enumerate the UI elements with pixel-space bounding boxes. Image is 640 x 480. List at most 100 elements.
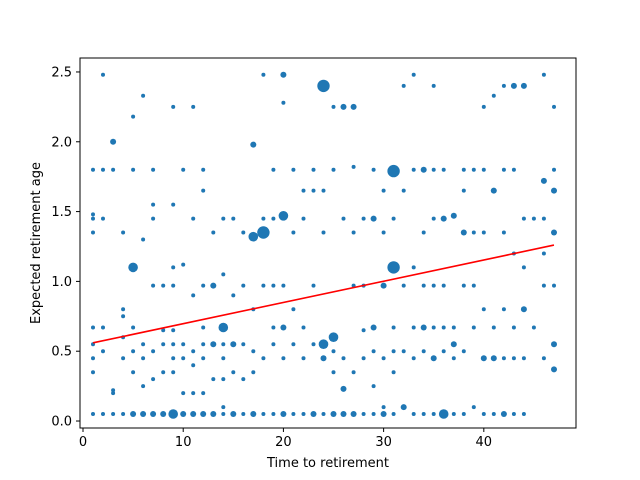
data-point	[281, 356, 286, 361]
data-point	[190, 411, 197, 417]
data-point	[521, 412, 526, 416]
data-point	[310, 411, 317, 417]
data-point	[520, 306, 527, 313]
data-point	[161, 342, 166, 347]
x-tick-label: 10	[175, 435, 192, 450]
data-point	[451, 356, 456, 361]
data-point	[531, 216, 536, 221]
data-point	[191, 293, 196, 298]
data-point	[350, 411, 357, 417]
data-point	[431, 167, 436, 172]
data-point	[371, 349, 376, 354]
data-point	[131, 167, 136, 172]
data-point	[171, 370, 176, 375]
data-point	[191, 216, 196, 221]
data-point	[101, 349, 105, 354]
data-point	[130, 411, 137, 417]
data-point	[91, 212, 95, 217]
data-point	[181, 167, 186, 172]
data-point	[411, 325, 416, 330]
data-point	[141, 237, 146, 242]
data-point	[340, 411, 347, 417]
data-point	[471, 283, 476, 288]
data-point	[168, 409, 178, 419]
data-point	[481, 104, 486, 109]
data-point	[151, 349, 156, 354]
x-axis-ticks: 0 10 20 30 40	[79, 428, 492, 450]
data-point	[250, 411, 257, 417]
data-point	[431, 83, 436, 88]
data-point	[280, 411, 287, 417]
trend-line	[92, 244, 555, 344]
data-point	[371, 384, 376, 389]
data-point	[450, 341, 457, 348]
data-point	[151, 202, 156, 207]
y-tick-label: 0.5	[51, 345, 72, 360]
data-point	[210, 411, 217, 417]
data-point	[440, 215, 447, 222]
data-point	[141, 384, 146, 389]
data-point	[481, 412, 486, 416]
data-point	[521, 216, 526, 221]
data-point	[171, 104, 176, 109]
data-point	[210, 341, 217, 348]
data-point	[121, 314, 126, 319]
data-point	[201, 283, 206, 288]
data-point	[401, 188, 406, 193]
data-point	[321, 188, 326, 193]
data-point	[131, 325, 136, 330]
data-point	[121, 412, 126, 416]
data-point	[271, 325, 276, 330]
data-point	[271, 167, 276, 172]
data-point	[460, 229, 467, 236]
data-point	[501, 356, 506, 361]
data-point	[161, 283, 166, 288]
data-point	[291, 342, 296, 347]
data-point	[387, 261, 400, 274]
data-point	[317, 79, 330, 93]
data-point	[521, 356, 526, 361]
data-point	[291, 230, 296, 235]
data-point	[171, 328, 176, 333]
axes-frame	[79, 57, 577, 429]
data-point	[201, 342, 206, 347]
data-point	[361, 328, 366, 333]
data-point	[231, 216, 236, 221]
data-point	[401, 83, 406, 88]
data-point	[381, 230, 386, 235]
data-point	[301, 325, 306, 330]
data-point	[381, 188, 386, 193]
data-point	[301, 356, 306, 361]
data-point	[280, 324, 287, 331]
data-point	[431, 216, 436, 221]
x-tick-label: 30	[375, 435, 392, 450]
y-tick-label: 1.5	[51, 205, 72, 220]
data-point	[511, 412, 516, 416]
data-point	[420, 166, 427, 173]
data-point	[171, 265, 176, 270]
data-point	[111, 391, 116, 396]
data-point	[451, 325, 456, 330]
data-point	[461, 167, 466, 172]
data-point	[551, 366, 557, 373]
data-point	[420, 324, 427, 331]
data-point	[161, 328, 166, 333]
data-point	[441, 283, 446, 288]
data-point	[351, 230, 356, 235]
data-point	[461, 349, 466, 354]
data-point	[471, 325, 476, 330]
data-point	[341, 356, 346, 361]
data-point	[331, 349, 336, 354]
data-point	[200, 411, 207, 417]
data-point	[210, 282, 217, 289]
data-point	[331, 104, 336, 109]
data-point	[271, 283, 276, 288]
y-tick-label: 2.5	[51, 65, 72, 80]
data-point	[161, 370, 166, 375]
data-point	[311, 167, 316, 172]
data-point	[311, 188, 316, 193]
data-point	[191, 391, 196, 396]
data-point	[541, 216, 546, 221]
data-point	[241, 283, 246, 288]
